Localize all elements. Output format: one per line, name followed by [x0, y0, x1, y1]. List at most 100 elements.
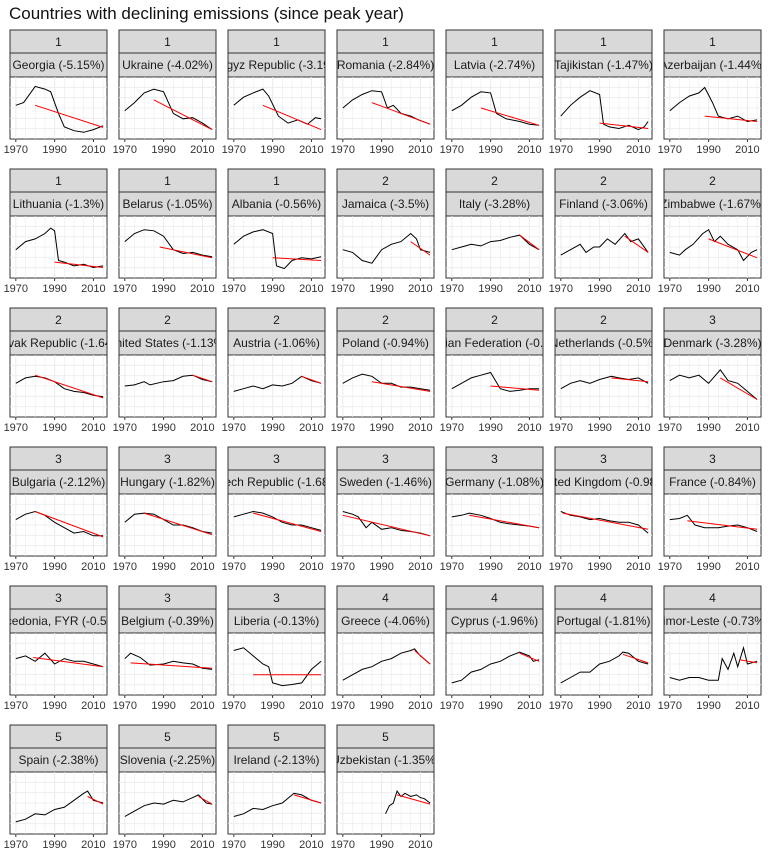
facet-group-label: 4 [600, 591, 607, 605]
x-tick-label: 1970 [222, 144, 246, 156]
trend-line [622, 653, 649, 664]
x-tick-label: 1990 [42, 144, 66, 156]
facet-group-label: 2 [491, 313, 498, 327]
chart-title: Countries with declining emissions (sinc… [9, 4, 404, 23]
x-tick-label: 2010 [735, 283, 759, 295]
x-tick-label: 2010 [81, 839, 105, 851]
facet-strip-country [336, 52, 435, 78]
x-tick-label: 1990 [369, 422, 393, 434]
x-tick-label: 1970 [4, 283, 28, 295]
facet-country-label: Liberia (-0.13%) [234, 614, 319, 628]
trend-line [371, 102, 431, 125]
x-tick-label: 2010 [408, 422, 432, 434]
facet-group-label: 1 [600, 35, 607, 49]
emissions-line [669, 368, 758, 400]
trend-line [253, 512, 322, 532]
facet-panel: 3 Germany (-1.08%) 1970 1990 2010 [440, 446, 544, 573]
x-tick-label: 1990 [478, 283, 502, 295]
x-tick-label: 1970 [658, 144, 682, 156]
facet-country-label: Russian Federation (-0.96%) [418, 336, 571, 350]
facet-country-label: Ukraine (-4.02%) [122, 58, 213, 72]
facet-panel: 4 Cyprus (-1.96%) 1970 1990 2010 [440, 585, 544, 712]
facet-group-label: 2 [382, 313, 389, 327]
facet-country-label: Finland (-3.06%) [559, 197, 648, 211]
trend-line [708, 238, 758, 259]
facet-panel: 4 Portugal (-1.81%) 1970 1990 2010 [549, 585, 653, 712]
facet-panel: 3 Bulgaria (-2.12%) 1970 1990 2010 [4, 446, 108, 573]
facet-panel: 4 Timor-Leste (-0.73%) 1970 1990 2010 [658, 585, 762, 712]
x-tick-label: 1970 [658, 561, 682, 573]
trend-line [342, 514, 431, 537]
facet-panel: 5 Slovenia (-2.25%) 1970 1990 2010 [113, 724, 217, 851]
x-tick-label: 2010 [299, 561, 323, 573]
x-tick-label: 1990 [260, 839, 284, 851]
emissions-line [233, 792, 322, 817]
facet-strip-country [336, 469, 435, 495]
x-tick-label: 2010 [735, 422, 759, 434]
facet-country-label: Cyprus (-1.96%) [451, 614, 538, 628]
facet-strip-country [445, 330, 544, 356]
emissions-line [385, 790, 431, 815]
emissions-line [560, 90, 649, 131]
x-tick-label: 2010 [190, 561, 214, 573]
facet-group-label: 2 [55, 313, 62, 327]
x-tick-label: 1970 [331, 839, 355, 851]
trend-line [371, 381, 431, 392]
facet-strip-country [445, 191, 544, 217]
emissions-line [15, 227, 104, 269]
facet-panel: 3 Czech Republic (-1.68%) 1970 1990 2010 [222, 446, 326, 573]
facet-strip-country [227, 52, 326, 78]
facet-country-label: Italy (-3.28%) [459, 197, 530, 211]
facet-country-label: Macedonia, FYR (-0.52%) [0, 614, 128, 628]
x-tick-label: 1970 [549, 561, 573, 573]
emissions-line [560, 651, 649, 684]
facet-group-label: 5 [164, 730, 171, 744]
facet-group-label: 1 [709, 35, 716, 49]
facet-panel: 3 Sweden (-1.46%) 1970 1990 2010 [331, 446, 435, 573]
facet-panel: 2 United States (-1.13%) 1970 1990 2010 [113, 307, 217, 434]
facet-panel: 4 Greece (-4.06%) 1970 1990 2010 [331, 585, 435, 712]
x-tick-label: 1990 [151, 561, 175, 573]
facet-country-label: Latvia (-2.74%) [454, 58, 535, 72]
facet-country-label: Poland (-0.94%) [342, 336, 429, 350]
x-tick-label: 2010 [299, 144, 323, 156]
x-tick-label: 1990 [260, 561, 284, 573]
trend-line [159, 246, 213, 259]
facet-group-label: 2 [273, 313, 280, 327]
emissions-line [15, 510, 104, 537]
x-tick-label: 2010 [735, 561, 759, 573]
facet-group-label: 3 [709, 313, 716, 327]
x-tick-label: 1970 [113, 144, 137, 156]
facet-group-label: 3 [273, 452, 280, 466]
x-tick-label: 2010 [517, 422, 541, 434]
x-tick-label: 1970 [113, 839, 137, 851]
facet-country-label: Austria (-1.06%) [233, 336, 320, 350]
facet-country-label: Tajikistan (-1.47%) [554, 58, 653, 72]
trend-line [519, 652, 540, 662]
x-tick-label: 1990 [369, 283, 393, 295]
x-tick-label: 1990 [696, 144, 720, 156]
x-tick-label: 2010 [81, 283, 105, 295]
facet-country-label: Belgium (-0.39%) [121, 614, 214, 628]
facet-group-label: 3 [164, 591, 171, 605]
facet-panel: 2 Slovak Republic (-1.64%) 1970 1990 2010 [0, 307, 126, 434]
facet-strip-country [336, 330, 435, 356]
facet-panel: 2 Italy (-3.28%) 1970 1990 2010 [440, 168, 544, 295]
facet-country-label: Zimbabwe (-1.67%) [660, 197, 765, 211]
trend-line [198, 796, 213, 805]
facet-country-label: United Kingdom (-0.98%) [536, 475, 671, 489]
emissions-line [342, 373, 431, 391]
x-tick-label: 1990 [369, 561, 393, 573]
facet-group-label: 1 [382, 35, 389, 49]
emissions-line [669, 514, 758, 532]
x-tick-label: 1990 [478, 144, 502, 156]
facet-country-label: Slovak Republic (-1.64%) [0, 336, 126, 350]
trend-line [301, 375, 322, 384]
x-tick-label: 1990 [369, 839, 393, 851]
x-tick-label: 1970 [658, 422, 682, 434]
x-tick-label: 2010 [626, 283, 650, 295]
trend-line [272, 257, 322, 261]
x-tick-label: 1970 [440, 422, 464, 434]
facet-group-label: 1 [164, 174, 171, 188]
facet-panel: 2 Poland (-0.94%) 1970 1990 2010 [331, 307, 435, 434]
